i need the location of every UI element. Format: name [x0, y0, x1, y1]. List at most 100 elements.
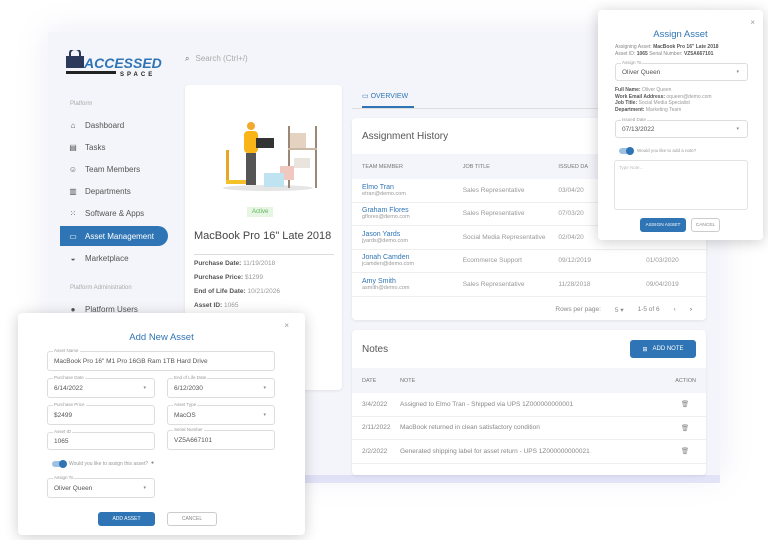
- purchase-price-field[interactable]: Purchase Price $2499: [47, 402, 155, 425]
- table-row[interactable]: Elmo Tran etran@demo.com Sales Representat…: [352, 179, 706, 203]
- asset-id-field[interactable]: Asset ID 1065: [47, 429, 155, 450]
- issued-date-field[interactable]: Issued Date 07/13/2022 ▾: [615, 117, 748, 138]
- add-note-toggle[interactable]: [619, 146, 634, 155]
- table-row[interactable]: Graham Flores gflores@demo.com Sales Repre…: [352, 203, 706, 226]
- member-name[interactable]: Jason Yards: [362, 230, 401, 238]
- pagination: Rows per page: 5 ▾ 1-5 of 6 ‹ ›: [352, 297, 706, 323]
- add-new-asset-modal: × Add New Asset Asset Name MacBook Pro 16…: [18, 313, 305, 535]
- sidebar-item-label: Asset Management: [85, 231, 154, 241]
- issued-date: 11/28/2018: [558, 280, 591, 288]
- rows-per-page-label: Rows per page:: [555, 305, 601, 313]
- sidebar-section-admin: Platform Administration: [70, 285, 132, 291]
- chevron-down-icon: ▾: [143, 485, 146, 491]
- divider: [194, 254, 334, 255]
- note-date: 3/4/2022: [362, 400, 388, 408]
- member-name[interactable]: Jonah Camden: [362, 254, 410, 262]
- col-team-member[interactable]: TEAM MEMBER: [362, 163, 403, 170]
- job-title: Sales Representative: [462, 280, 525, 288]
- member-name[interactable]: Elmo Tran: [362, 183, 394, 191]
- note-text: Generated shipping label for asset retur…: [400, 447, 590, 455]
- close-icon[interactable]: ×: [750, 18, 755, 27]
- returned-date: 09/04/2019: [646, 280, 679, 288]
- svg-text:SPACE: SPACE: [120, 72, 155, 78]
- rows-per-page-select[interactable]: 5 ▾: [614, 306, 624, 314]
- job-title: Sales Representative: [462, 210, 525, 218]
- task-icon: ▤: [69, 142, 77, 152]
- tab-label: OVERVIEW: [370, 93, 409, 100]
- member-name[interactable]: Graham Flores: [362, 207, 409, 215]
- job-title: Sales Representative: [462, 186, 525, 194]
- member-name[interactable]: Amy Smith: [362, 277, 396, 285]
- purchase-date-field[interactable]: Purchase Date 6/14/2022 ▾: [47, 375, 155, 398]
- product-detail: Purchase Date: 11/19/2018: [194, 260, 276, 267]
- sidebar-item-asset-management[interactable]: ▭ Asset Management: [60, 226, 168, 246]
- add-asset-button[interactable]: ADD ASSET: [98, 512, 155, 526]
- member-email: asmith@demo.com: [362, 284, 410, 291]
- job-title: Ecommerce Support: [462, 257, 522, 265]
- trash-icon[interactable]: 🗑: [680, 448, 690, 456]
- col-date: DATE: [362, 377, 377, 384]
- issued-date: 03/04/20: [558, 186, 584, 194]
- monitor-icon: ▭: [362, 93, 371, 100]
- sidebar-item-marketplace[interactable]: ◒ Marketplace: [60, 248, 168, 268]
- basket-icon: ◒: [70, 253, 76, 263]
- prev-page-icon[interactable]: ‹: [673, 305, 676, 313]
- cancel-button[interactable]: CANCEL: [691, 218, 720, 232]
- trash-icon[interactable]: 🗑: [680, 424, 690, 432]
- col-action: ACTION: [675, 377, 696, 384]
- col-note: NOTE: [400, 377, 416, 384]
- info-icon[interactable]: ●: [151, 460, 155, 466]
- sidebar-item-label: Departments: [85, 187, 131, 197]
- assign-to-select[interactable]: Assign To Oliver Queen ▾: [47, 475, 155, 498]
- sidebar-item-platform-users[interactable]: ● Platform Users: [60, 299, 168, 319]
- home-icon: ⌂: [70, 120, 76, 130]
- sidebar-item-label: Software & Apps: [85, 209, 145, 219]
- end-of-life-date-field[interactable]: End of Life Date 6/12/2030 ▾: [167, 375, 275, 398]
- search-bar[interactable]: ⌕ Search (Ctrl+/): [185, 54, 248, 64]
- note-textarea[interactable]: Type Note...: [614, 160, 748, 210]
- info-line: Full Name: Oliver Queen: [615, 87, 672, 93]
- col-job-title[interactable]: JOB TITLE: [462, 163, 490, 170]
- table-row[interactable]: Jason Yards jyards@demo.com Social Media R…: [352, 226, 706, 250]
- sidebar-section-platform: Platform: [70, 101, 93, 107]
- assign-toggle[interactable]: [52, 459, 67, 468]
- logo: ACCESSED SPACE: [64, 48, 174, 80]
- sidebar-item-software-apps[interactable]: ⁙ Software & Apps: [60, 204, 168, 224]
- svg-text:ACCESSED: ACCESSED: [83, 55, 162, 71]
- tab-overview[interactable]: ▭ OVERVIEW: [362, 92, 414, 108]
- search-input[interactable]: Search (Ctrl+/): [195, 54, 248, 63]
- asset-name-field[interactable]: Asset Name MacBook Pro 16" M1 Pro 16GB Ra…: [47, 348, 275, 371]
- sidebar-item-label: Marketplace: [85, 253, 129, 263]
- sidebar-item-tasks[interactable]: ▤ Tasks: [60, 137, 168, 157]
- asset-type-select[interactable]: Asset Type MacOS ▾: [167, 402, 275, 425]
- sidebar-item-dashboard[interactable]: ⌂ Dashboard: [60, 115, 168, 135]
- next-page-icon[interactable]: ›: [689, 305, 692, 313]
- serial-number-field[interactable]: Serial Number VZ5A667101: [167, 427, 275, 450]
- sidebar-item-team-members[interactable]: ☺ Team Members: [60, 159, 168, 179]
- info-line: Job Title: Social Media Specialist: [615, 100, 690, 107]
- note-text: MacBook returned in clean satisfactory c…: [400, 424, 540, 432]
- col-issued-date[interactable]: ISSUED DA: [558, 163, 589, 170]
- sidebar-item-departments[interactable]: ▥ Departments: [60, 182, 168, 202]
- assign-asset-button[interactable]: ASSIGN ASSET: [640, 218, 686, 232]
- add-note-icon: ⊞: [642, 346, 648, 353]
- chevron-down-icon: ▾: [736, 126, 739, 132]
- card-title: Assignment History: [362, 131, 449, 142]
- cancel-button[interactable]: CANCEL: [167, 512, 217, 526]
- trash-icon[interactable]: 🗑: [680, 401, 690, 409]
- add-note-button[interactable]: ⊞ ADD NOTE: [630, 340, 696, 358]
- member-email: etran@demo.com: [362, 190, 406, 197]
- table-row[interactable]: Jonah Camden jcamden@demo.com Ecommerce Su…: [352, 250, 706, 273]
- chevron-down-icon: ▾: [143, 385, 146, 391]
- users-icon: ●: [70, 304, 76, 314]
- assign-to-select[interactable]: Assign To Oliver Queen ▾: [615, 60, 748, 81]
- chevron-down-icon: ▾: [263, 385, 266, 391]
- modal-title: Add New Asset: [129, 332, 194, 343]
- close-icon[interactable]: ×: [284, 321, 289, 330]
- notes-card: Notes ⊞ ADD NOTE DATE NOTE ACTION 3/4/202…: [352, 330, 706, 475]
- product-detail: Asset ID: 1065: [194, 302, 239, 309]
- product-detail: End of Life Date: 10/21/2026: [194, 288, 280, 295]
- issued-date: 07/03/20: [558, 210, 584, 218]
- modal-title: Assign Asset: [653, 29, 708, 40]
- table-row[interactable]: Amy Smith asmith@demo.com Sales Representa…: [352, 273, 706, 297]
